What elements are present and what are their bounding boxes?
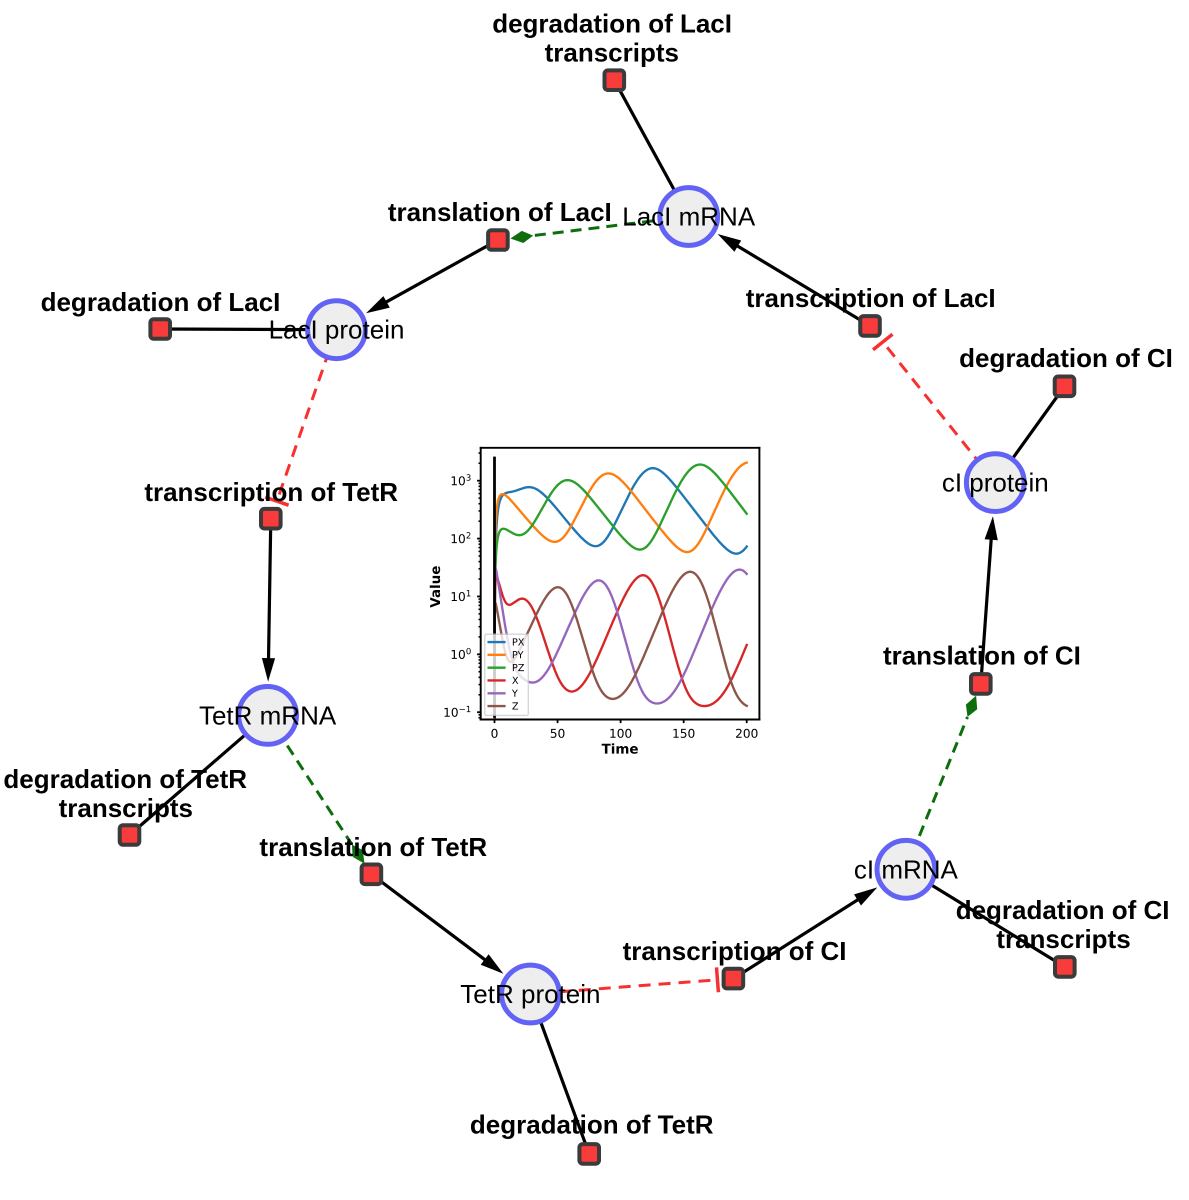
svg-text:translation of LacI: translation of LacI [388,197,612,227]
svg-text:translation of CI: translation of CI [883,641,1081,671]
svg-text:transcription of CI: transcription of CI [623,936,847,966]
svg-text:degradation of LacI: degradation of LacI [492,8,732,38]
svg-text:transcription of LacI: transcription of LacI [746,283,996,313]
svg-text:TetR protein: TetR protein [460,979,600,1009]
svg-text:transcripts: transcripts [59,793,193,823]
svg-text:degradation of TetR: degradation of TetR [470,1110,714,1140]
svg-text:TetR mRNA: TetR mRNA [199,700,337,730]
svg-text:degradation of CI: degradation of CI [959,343,1173,373]
svg-text:degradation of TetR: degradation of TetR [3,764,247,794]
svg-text:translation of TetR: translation of TetR [259,832,487,862]
svg-text:transcripts: transcripts [545,38,679,68]
svg-text:cI protein: cI protein [942,468,1049,498]
svg-text:degradation of LacI: degradation of LacI [41,287,281,317]
svg-text:LacI mRNA: LacI mRNA [622,202,756,232]
svg-text:transcription of TetR: transcription of TetR [144,477,398,507]
svg-text:LacI protein: LacI protein [269,315,405,345]
svg-text:transcripts: transcripts [996,924,1130,954]
svg-text:cI mRNA: cI mRNA [854,854,959,884]
svg-text:degradation of CI: degradation of CI [956,895,1170,925]
